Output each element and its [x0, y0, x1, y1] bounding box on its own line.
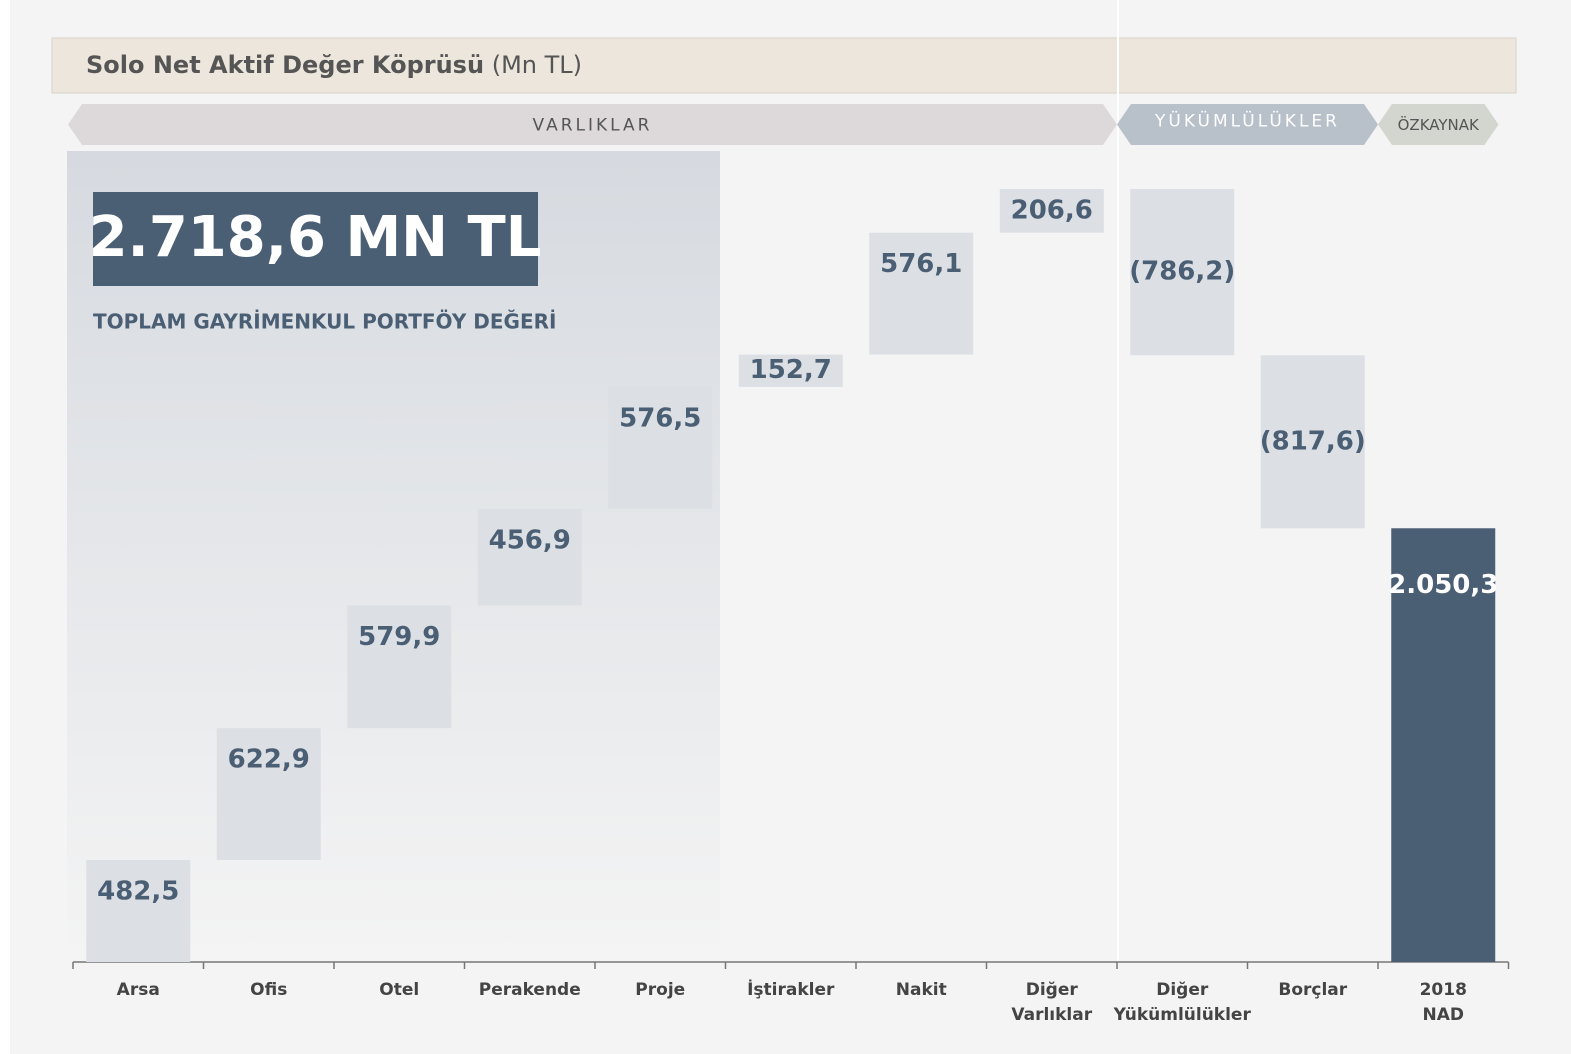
title-bar [51, 37, 1517, 94]
data-label: 456,9 [489, 525, 571, 555]
data-label: 576,1 [880, 249, 962, 279]
x-tick-label: NAD [1423, 1005, 1465, 1025]
group-label: ÖZKAYNAK [1398, 115, 1480, 134]
bar [738, 354, 843, 387]
data-label: 152,7 [750, 355, 832, 385]
bar [1260, 355, 1365, 529]
bar [869, 232, 974, 355]
x-tick-label: Diğer [1026, 980, 1079, 1000]
data-label: (786,2) [1129, 257, 1235, 287]
portfolio-panel [67, 151, 720, 962]
x-tick-label: Arsa [117, 980, 160, 1000]
x-tick-label: Nakit [896, 980, 947, 1000]
bar [1391, 528, 1496, 962]
x-tick-label: Perakende [479, 980, 581, 1000]
x-tick-label: Yükümlülükler [1113, 1005, 1252, 1025]
x-tick-label: Varlıklar [1011, 1005, 1092, 1025]
bar [1130, 189, 1235, 356]
data-label: 579,9 [358, 622, 440, 652]
data-label: 206,6 [1011, 195, 1093, 225]
bar [347, 605, 452, 729]
x-tick-label: Otel [379, 980, 419, 1000]
group-banner [1117, 104, 1378, 145]
bar [608, 386, 713, 509]
callout-value: 2.718,6 MN TL [89, 205, 542, 270]
chart-title: Solo Net Aktif Değer Köprüsü (Mn TL) [86, 51, 582, 79]
group-banner [68, 104, 1117, 145]
x-tick-label: Ofis [250, 980, 287, 1000]
x-tick-label: Diğer [1156, 980, 1209, 1000]
plot: VARLIKLAR YÜKÜMLÜLÜKLER ÖZKAYNAK 482,5 Arsa 6… [68, 104, 1510, 1025]
data-label: 2.050,3 [1388, 570, 1498, 600]
group-label: VARLIKLAR [533, 116, 653, 136]
bar [216, 728, 321, 860]
bar [999, 189, 1104, 233]
x-tick-label: 2018 [1420, 980, 1467, 1000]
data-label: 622,9 [228, 745, 310, 775]
x-tick-label: Proje [635, 980, 685, 1000]
callout-box [93, 192, 538, 286]
x-tick-label: Borçlar [1278, 980, 1347, 1000]
group-label: YÜKÜMLÜLÜKLER [1154, 110, 1340, 132]
data-label: 482,5 [97, 876, 179, 906]
data-label: (817,6) [1260, 426, 1366, 456]
x-tick-label: İştirakler [747, 978, 835, 1000]
bar [86, 859, 191, 962]
data-label: 576,5 [619, 403, 701, 433]
group-banner [1378, 104, 1499, 145]
bar [477, 508, 582, 606]
callout-caption: TOPLAM GAYRİMENKUL PORTFÖY DEĞERİ [93, 310, 556, 334]
